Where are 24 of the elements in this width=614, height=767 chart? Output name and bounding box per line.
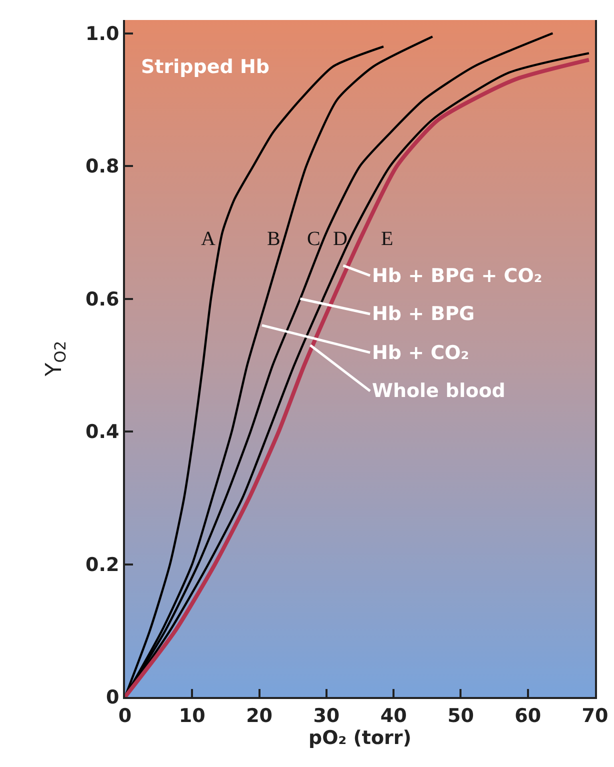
series-label: D <box>333 228 348 250</box>
y-tick-label: 1.0 <box>86 22 120 45</box>
y-tick-label: 0.8 <box>86 156 120 178</box>
x-axis-title: pO₂ (torr) <box>308 726 412 749</box>
x-tick-label: 40 <box>380 704 407 727</box>
y-tick-label: 0.6 <box>86 288 120 310</box>
annotation: Hb + BPG <box>372 303 475 325</box>
series-label: E <box>381 228 394 250</box>
y-tick-label: 0 <box>106 686 120 709</box>
x-tick-label: 50 <box>447 704 474 727</box>
annotation: Hb + CO₂ <box>372 342 470 364</box>
x-tick-label: 30 <box>313 704 340 727</box>
annotation: Stripped Hb <box>141 56 270 78</box>
x-tick-label: 20 <box>246 704 273 727</box>
annotation: Hb + BPG + CO₂ <box>372 265 542 287</box>
x-tick-label: 10 <box>178 704 206 727</box>
annotation: Whole blood <box>372 380 506 402</box>
x-tick-label: 70 <box>582 704 608 727</box>
y-tick-label: 0.4 <box>86 421 120 444</box>
series-label: C <box>307 228 320 250</box>
series-label: A <box>201 228 216 250</box>
x-tick-label: 60 <box>514 704 542 727</box>
y-tick-label: 0.2 <box>86 554 120 576</box>
series-label: B <box>267 228 280 250</box>
